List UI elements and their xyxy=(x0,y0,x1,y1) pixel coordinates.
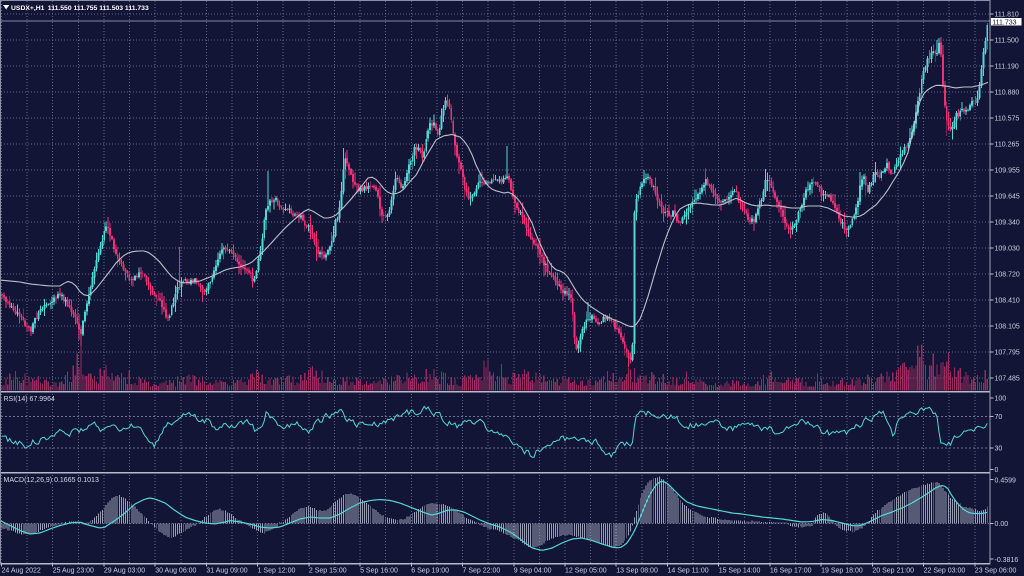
svg-text:109.340: 109.340 xyxy=(995,220,1020,227)
svg-text:30: 30 xyxy=(995,446,1003,453)
svg-text:110.880: 110.880 xyxy=(995,90,1020,97)
svg-text:14 Sep 11:00: 14 Sep 11:00 xyxy=(668,568,709,575)
svg-text:110.575: 110.575 xyxy=(995,116,1020,123)
svg-text:109.030: 109.030 xyxy=(995,246,1020,253)
svg-text:6 Sep 19:00: 6 Sep 19:00 xyxy=(411,568,449,575)
svg-text:108.410: 108.410 xyxy=(995,298,1020,305)
svg-text:111.733: 111.733 xyxy=(992,19,1016,26)
svg-text:25 Aug 23:00: 25 Aug 23:00 xyxy=(53,568,94,575)
svg-text:109.645: 109.645 xyxy=(995,194,1020,201)
svg-text:1 Sep 12:00: 1 Sep 12:00 xyxy=(258,568,296,575)
svg-text:110.265: 110.265 xyxy=(995,142,1020,149)
svg-text:2 Sep 15:00: 2 Sep 15:00 xyxy=(309,568,347,575)
svg-text:100: 100 xyxy=(995,396,1007,403)
svg-text:7 Sep 22:00: 7 Sep 22:00 xyxy=(463,568,501,575)
svg-text:12 Sep 05:00: 12 Sep 05:00 xyxy=(565,568,607,575)
svg-text:0: 0 xyxy=(995,467,999,474)
svg-text:MACD(12,26,9) 0.1665 0.1013: MACD(12,26,9) 0.1665 0.1013 xyxy=(4,477,99,484)
svg-text:108.720: 108.720 xyxy=(995,272,1020,279)
svg-text:70: 70 xyxy=(995,414,1003,421)
svg-text:29 Aug 03:00: 29 Aug 03:00 xyxy=(104,568,145,575)
svg-text:20 Sep 21:00: 20 Sep 21:00 xyxy=(872,568,914,575)
svg-text:30 Aug 06:00: 30 Aug 06:00 xyxy=(155,568,196,575)
svg-text:0.4599: 0.4599 xyxy=(995,477,1017,484)
svg-text:111.500: 111.500 xyxy=(995,38,1019,45)
svg-text:16 Sep 17:00: 16 Sep 17:00 xyxy=(770,568,812,575)
svg-text:107.485: 107.485 xyxy=(995,376,1020,383)
svg-text:111.810: 111.810 xyxy=(995,12,1019,19)
svg-text:-0.3816: -0.3816 xyxy=(995,557,1019,564)
svg-text:108.105: 108.105 xyxy=(995,324,1020,331)
svg-text:15 Sep 14:00: 15 Sep 14:00 xyxy=(719,568,761,575)
svg-text:109.955: 109.955 xyxy=(995,168,1020,175)
svg-text:0.00: 0.00 xyxy=(995,521,1009,528)
svg-text:22 Sep 03:00: 22 Sep 03:00 xyxy=(924,568,966,575)
svg-text:23 Sep 06:00: 23 Sep 06:00 xyxy=(975,568,1017,575)
svg-text:24 Aug 2022: 24 Aug 2022 xyxy=(2,568,41,575)
svg-text:13 Sep 08:00: 13 Sep 08:00 xyxy=(616,568,658,575)
svg-text:RSI(14) 67.9964: RSI(14) 67.9964 xyxy=(4,396,55,403)
svg-text:111.190: 111.190 xyxy=(995,64,1019,71)
svg-text:5 Sep 16:00: 5 Sep 16:00 xyxy=(360,568,398,575)
svg-text:USDX+,H1: USDX+,H1 xyxy=(11,5,45,12)
svg-text:111.550 111.755 111.503 111.73: 111.550 111.755 111.503 111.733 xyxy=(48,5,149,12)
svg-text:31 Aug 09:00: 31 Aug 09:00 xyxy=(206,568,247,575)
svg-text:9 Sep 04:00: 9 Sep 04:00 xyxy=(514,568,552,575)
svg-text:19 Sep 18:00: 19 Sep 18:00 xyxy=(821,568,863,575)
svg-text:107.795: 107.795 xyxy=(995,350,1020,357)
